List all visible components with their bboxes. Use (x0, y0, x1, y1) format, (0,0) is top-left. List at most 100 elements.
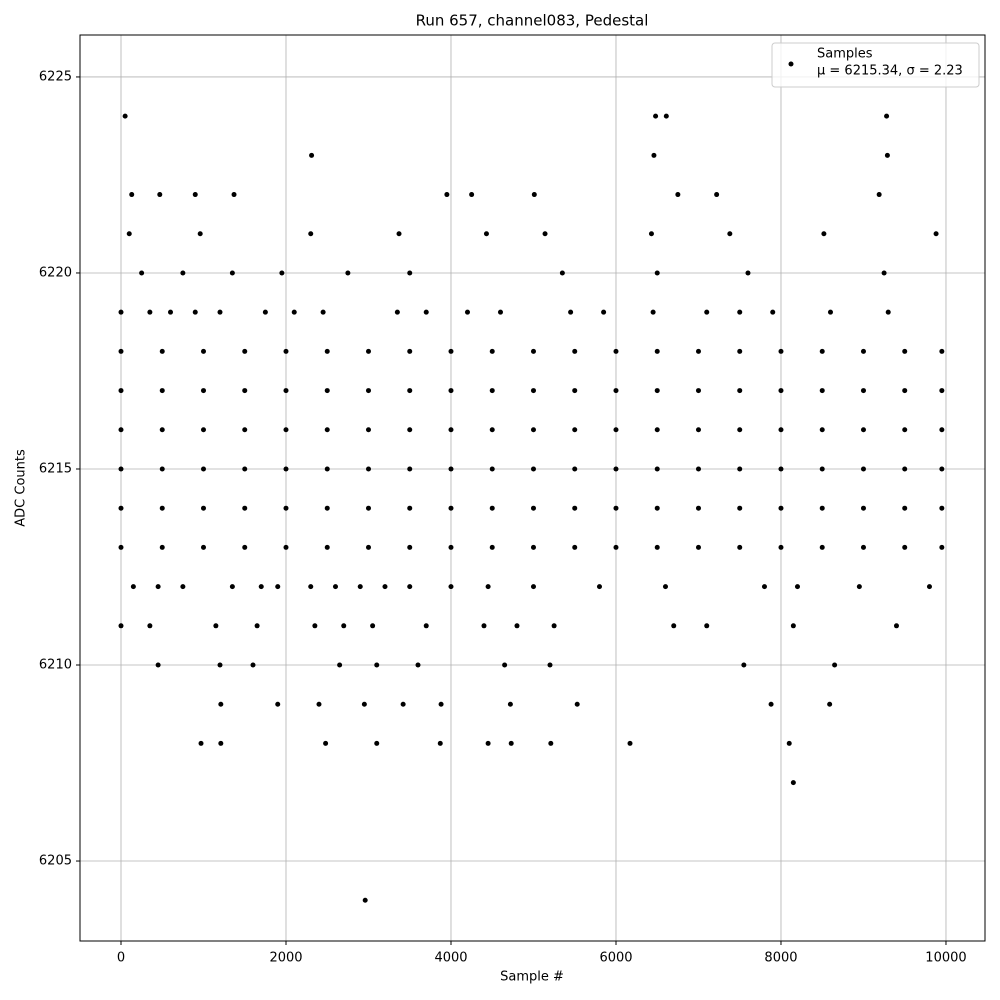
point (324, 388, 330, 394)
point (819, 466, 825, 472)
point (761, 584, 767, 590)
point (448, 348, 454, 354)
point (309, 152, 315, 158)
point (407, 388, 413, 394)
point (345, 270, 351, 276)
point (200, 466, 206, 472)
point (653, 113, 659, 119)
point (737, 388, 743, 394)
point (671, 623, 677, 629)
y-axis-label: ADC Counts (14, 449, 29, 527)
point (283, 348, 289, 354)
point (407, 466, 413, 472)
point (613, 466, 619, 472)
point (884, 152, 890, 158)
point (323, 740, 329, 746)
point (939, 466, 945, 472)
point (613, 388, 619, 394)
point (374, 662, 380, 668)
point (242, 505, 248, 511)
point (902, 505, 908, 511)
point (737, 348, 743, 354)
point (695, 466, 701, 472)
point (407, 427, 413, 433)
point (530, 427, 536, 433)
point (860, 466, 866, 472)
point (242, 388, 248, 394)
point (675, 192, 681, 198)
point (118, 427, 124, 433)
point (727, 231, 733, 237)
point (423, 309, 429, 315)
point (530, 544, 536, 550)
point (437, 740, 443, 746)
point (551, 623, 557, 629)
point (382, 584, 388, 590)
x-tick-label: 2000 (269, 951, 302, 966)
point (489, 388, 495, 394)
point (768, 701, 774, 707)
point (860, 348, 866, 354)
point (876, 192, 882, 198)
point (159, 427, 165, 433)
point (613, 348, 619, 354)
point (860, 544, 866, 550)
plot-frame (79, 34, 986, 942)
point (531, 192, 537, 198)
point (275, 584, 281, 590)
point (324, 505, 330, 511)
point (926, 584, 932, 590)
point (548, 740, 554, 746)
point (242, 348, 248, 354)
point (572, 544, 578, 550)
point (129, 192, 135, 198)
point (159, 388, 165, 394)
point (596, 584, 602, 590)
point (832, 662, 838, 668)
point (481, 623, 487, 629)
point (884, 113, 890, 119)
point (902, 348, 908, 354)
point (168, 309, 173, 315)
point (939, 505, 945, 511)
point (118, 466, 124, 472)
point (324, 466, 330, 472)
point (197, 231, 203, 237)
point (448, 466, 454, 472)
point (737, 544, 743, 550)
y-tick-label: 6210 (39, 658, 72, 673)
point (902, 388, 908, 394)
point (821, 231, 827, 237)
point (448, 505, 454, 511)
point (654, 388, 660, 394)
point (572, 466, 578, 472)
point (198, 740, 204, 746)
point (200, 427, 206, 433)
point (939, 348, 945, 354)
point (827, 701, 833, 707)
point (200, 348, 206, 354)
y-tick-label: 6205 (39, 854, 72, 869)
point (778, 466, 784, 472)
point (423, 623, 429, 629)
point (469, 192, 475, 198)
x-tick-label: 0 (117, 951, 125, 966)
point (819, 348, 825, 354)
point (324, 427, 330, 433)
point (695, 544, 701, 550)
point (448, 544, 454, 550)
point (704, 623, 710, 629)
point (613, 427, 619, 433)
point (650, 309, 656, 315)
point (324, 348, 330, 354)
point (502, 662, 508, 668)
point (400, 701, 406, 707)
point (662, 584, 668, 590)
point (200, 544, 206, 550)
point (396, 231, 402, 237)
point (242, 427, 248, 433)
point (794, 584, 800, 590)
point (651, 152, 657, 158)
point (778, 505, 784, 511)
point (663, 113, 669, 119)
